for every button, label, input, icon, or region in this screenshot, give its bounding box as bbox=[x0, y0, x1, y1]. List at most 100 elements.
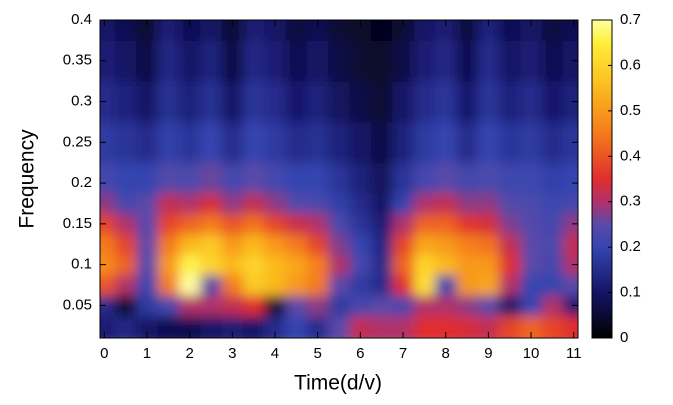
heat-cell bbox=[435, 234, 457, 255]
heat-cell bbox=[158, 275, 180, 296]
heat-cell bbox=[200, 163, 222, 194]
heat-cell bbox=[243, 214, 265, 235]
heat-cell bbox=[328, 254, 350, 275]
heat-cell bbox=[350, 193, 372, 214]
heat-cell bbox=[542, 254, 564, 275]
heat-cell bbox=[371, 316, 393, 347]
heat-cell bbox=[243, 295, 265, 316]
heat-cell bbox=[115, 214, 137, 235]
heat-cell bbox=[264, 163, 286, 194]
heat-cell bbox=[158, 214, 180, 235]
heat-cell bbox=[371, 81, 393, 122]
heat-cell bbox=[499, 122, 521, 163]
heat-cell bbox=[435, 163, 457, 194]
y-tick-label: 0.4 bbox=[71, 11, 92, 28]
heat-cell bbox=[520, 254, 542, 275]
heat-cell bbox=[136, 40, 158, 81]
heat-cell bbox=[520, 234, 542, 255]
x-tick-label: 4 bbox=[271, 345, 279, 362]
heat-cell bbox=[350, 234, 372, 255]
heat-cell bbox=[136, 122, 158, 163]
heat-cell bbox=[307, 163, 329, 194]
heat-cell bbox=[520, 316, 542, 347]
x-tick-label: 10 bbox=[523, 345, 540, 362]
heat-cell bbox=[542, 193, 564, 214]
heat-cell bbox=[243, 234, 265, 255]
heat-cell bbox=[392, 234, 414, 255]
heat-cell bbox=[520, 122, 542, 163]
heat-cell bbox=[478, 163, 500, 194]
heat-cell bbox=[350, 122, 372, 163]
heat-cell bbox=[456, 40, 478, 81]
heat-cell bbox=[328, 122, 350, 163]
heat-cell bbox=[478, 275, 500, 296]
heat-cell bbox=[392, 275, 414, 296]
heat-cell bbox=[179, 214, 201, 235]
heat-cell bbox=[542, 40, 564, 81]
heat-cell bbox=[499, 214, 521, 235]
heat-cell bbox=[435, 316, 457, 347]
y-tick-label: 0.2 bbox=[71, 174, 92, 191]
heat-cell bbox=[136, 316, 158, 347]
heat-cell bbox=[371, 193, 393, 214]
heat-cell bbox=[350, 40, 372, 81]
heat-cell bbox=[243, 4, 265, 41]
heat-cell bbox=[499, 4, 521, 41]
heat-cell bbox=[350, 81, 372, 122]
heat-cell bbox=[136, 234, 158, 255]
heat-cell bbox=[499, 40, 521, 81]
x-tick-label: 3 bbox=[228, 345, 236, 362]
heat-cell bbox=[435, 81, 457, 122]
heat-cell bbox=[243, 193, 265, 214]
heat-cell bbox=[456, 193, 478, 214]
heat-cell bbox=[222, 81, 244, 122]
heat-cell bbox=[456, 316, 478, 347]
x-axis-title: Time(d/v) bbox=[294, 372, 382, 395]
heat-cell bbox=[222, 122, 244, 163]
heat-cell bbox=[478, 122, 500, 163]
heat-cell bbox=[264, 234, 286, 255]
heat-cell bbox=[115, 316, 137, 347]
heat-cell bbox=[179, 275, 201, 296]
heat-cell bbox=[264, 81, 286, 122]
heat-cell bbox=[243, 163, 265, 194]
heat-cell bbox=[328, 275, 350, 296]
colorbar-tick-label: 0.2 bbox=[620, 238, 641, 255]
heat-cell bbox=[286, 234, 308, 255]
heat-cell bbox=[328, 163, 350, 194]
heat-cell bbox=[542, 234, 564, 255]
heat-cell bbox=[499, 254, 521, 275]
heat-cell bbox=[264, 254, 286, 275]
colorbar-tick-label: 0.5 bbox=[620, 102, 641, 119]
heat-cell bbox=[158, 4, 180, 41]
heat-cell bbox=[520, 81, 542, 122]
heat-cell bbox=[200, 193, 222, 214]
heat-cell bbox=[158, 316, 180, 347]
heat-cell bbox=[499, 295, 521, 316]
x-tick-label: 7 bbox=[399, 345, 407, 362]
heat-cell bbox=[158, 254, 180, 275]
heat-cell bbox=[542, 122, 564, 163]
heat-cell bbox=[115, 295, 137, 316]
heat-cell bbox=[200, 254, 222, 275]
heat-cell bbox=[136, 254, 158, 275]
heat-cell bbox=[328, 234, 350, 255]
heat-cell bbox=[435, 275, 457, 296]
y-tick-label: 0.05 bbox=[63, 296, 92, 313]
heat-cell bbox=[81, 275, 116, 296]
heat-cell bbox=[200, 40, 222, 81]
heat-cell bbox=[243, 254, 265, 275]
heat-cell bbox=[520, 295, 542, 316]
heat-cell bbox=[520, 40, 542, 81]
heat-cell bbox=[520, 193, 542, 214]
heat-cell bbox=[264, 214, 286, 235]
heat-cell bbox=[478, 254, 500, 275]
heat-cell bbox=[115, 193, 137, 214]
heat-cell bbox=[328, 295, 350, 316]
heat-cell bbox=[542, 214, 564, 235]
heat-cell bbox=[115, 40, 137, 81]
heat-cell bbox=[456, 163, 478, 194]
x-tick-label: 6 bbox=[356, 345, 364, 362]
heat-cell bbox=[286, 163, 308, 194]
heat-cell bbox=[328, 316, 350, 347]
